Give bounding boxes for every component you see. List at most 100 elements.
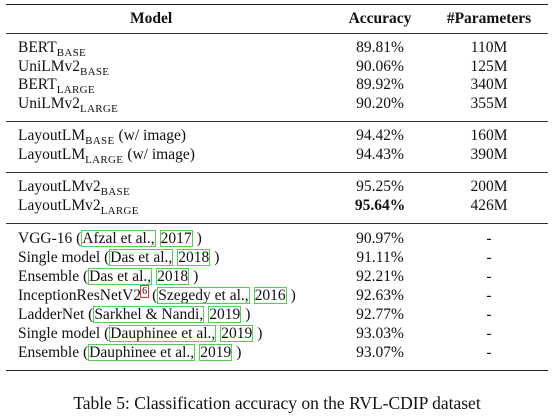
model-cell: UniLMv2BASE xyxy=(18,58,109,78)
accuracy-cell: 89.92% xyxy=(356,76,404,93)
model-cell: Single model (Dauphinee et al., 2019) xyxy=(18,324,262,343)
model-cell: LayoutLMv2LARGE xyxy=(18,197,139,217)
header-cell: #Parameters xyxy=(446,10,532,27)
model-text: BERT xyxy=(18,76,57,93)
accuracy-cell: 95.64% xyxy=(354,196,406,214)
accuracy-cell: 92.63% xyxy=(356,287,404,304)
accuracy-cell: 95.25% xyxy=(356,178,404,195)
model-text: LayoutLM xyxy=(18,145,86,163)
header-row: Model Accuracy #Parameters xyxy=(6,5,548,34)
model-text: (w/ image) xyxy=(118,127,187,144)
model-text: ) xyxy=(236,344,242,361)
model-text: LayoutLMv2 xyxy=(18,178,101,195)
parameters-cell: - xyxy=(486,249,492,266)
model-text: Single model ( xyxy=(18,249,110,266)
model-cell: Ensemble (Das et al., 2018) xyxy=(18,267,198,286)
model-sub: LARGE xyxy=(100,204,139,217)
model-cell: LadderNet (Sarkhel & Nandi, 2019) xyxy=(18,305,250,324)
model-sub: BASE xyxy=(100,186,130,198)
table: Model Accuracy #Parameters BERTBASE 89.81… xyxy=(6,4,548,371)
row-group: BERTBASE 89.81% 110M UniLMv2BASE 90.06% 125M B… xyxy=(6,34,548,122)
model-text: ) xyxy=(257,325,263,342)
accuracy-cell: 91.11% xyxy=(356,249,404,266)
model-text: BERT xyxy=(18,39,57,56)
model-cell: LayoutLMv2BASE xyxy=(18,178,130,198)
parameters-cell: - xyxy=(486,344,492,361)
model-cite: 2019 xyxy=(199,344,233,361)
model-cell: BERTLARGE xyxy=(18,76,95,96)
model-cite: 2018 xyxy=(156,268,190,285)
parameters-cell: 426M xyxy=(470,196,508,214)
model-text: ) xyxy=(193,268,199,285)
model-sub: LARGE xyxy=(85,153,124,166)
parameters-cell: 160M xyxy=(470,127,508,144)
model-cite: Szegedy et al., xyxy=(157,287,250,304)
accuracy-cell: 92.21% xyxy=(356,268,404,285)
model-text: ) xyxy=(290,287,296,304)
model-cell: InceptionResNetV26 (Szegedy et al., 2016) xyxy=(18,285,296,307)
parameters-cell: - xyxy=(486,287,492,304)
model-cell: VGG-16 (Afzal et al., 2017) xyxy=(18,229,202,248)
table-row: LayoutLMLARGE (w/ image) 94.43% 390M xyxy=(6,145,548,166)
table-row: LayoutLMv2LARGE 95.64% 426M xyxy=(6,196,548,217)
table-row: UniLMv2LARGE 90.20% 355M xyxy=(6,94,548,115)
model-text: LadderNet ( xyxy=(18,306,94,323)
model-sub: LARGE xyxy=(56,84,95,96)
table-row: BERTBASE 89.81% 110M xyxy=(6,39,548,59)
model-cell: BERTBASE xyxy=(18,39,86,59)
model-text: (w/ image) xyxy=(127,145,195,163)
table-row: InceptionResNetV26 (Szegedy et al., 2016) 9… xyxy=(6,285,548,307)
parameters-cell: - xyxy=(486,306,492,323)
model-text: UniLMv2 xyxy=(18,57,80,75)
row-group: LayoutLMv2BASE 95.25% 200M LayoutLMv2LARGE 9… xyxy=(6,173,548,224)
table-row: VGG-16 (Afzal et al., 2017) 90.97% - xyxy=(6,229,548,248)
caption: Table 5: Classification accuracy on the … xyxy=(73,393,481,413)
model-text: ) xyxy=(196,230,202,247)
model-cite: Das et al., xyxy=(88,268,153,285)
model-text: Ensemble ( xyxy=(18,268,89,285)
model-cite: 2019 xyxy=(208,306,242,323)
model-cite: Afzal et al., xyxy=(81,230,156,247)
model-text: LayoutLM xyxy=(18,127,86,144)
model-text: LayoutLMv2 xyxy=(18,196,101,214)
model-sub: LARGE xyxy=(80,102,119,115)
table-row: Single model (Das et al., 2018) 91.11% - xyxy=(6,248,548,267)
model-cite: 2018 xyxy=(177,249,211,266)
accuracy-cell: 94.43% xyxy=(356,145,404,163)
model-cell: UniLMv2LARGE xyxy=(18,95,118,115)
model-text: UniLMv2 xyxy=(18,94,80,112)
table-row: Ensemble (Dauphinee et al., 2019) 93.07% - xyxy=(6,343,548,362)
row-group: VGG-16 (Afzal et al., 2017) 90.97% - Single … xyxy=(6,224,548,371)
table-row: LadderNet (Sarkhel & Nandi, 2019) 92.77% - xyxy=(6,305,548,324)
parameters-cell: 390M xyxy=(470,145,508,163)
parameters-cell: 355M xyxy=(470,94,508,112)
parameters-cell: 125M xyxy=(470,57,508,75)
model-cite: 2016 xyxy=(253,287,287,304)
model-cite: Sarkhel & Nandi, xyxy=(93,306,205,323)
model-cell: Ensemble (Dauphinee et al., 2019) xyxy=(18,343,241,362)
table-row: LayoutLMBASE (w/ image) 94.42% 160M xyxy=(6,127,548,147)
parameters-cell: 340M xyxy=(470,76,508,93)
model-cell: Single model (Das et al., 2018) xyxy=(18,248,219,267)
accuracy-cell: 93.03% xyxy=(356,325,404,342)
parameters-cell: - xyxy=(486,230,492,247)
parameters-cell: - xyxy=(486,325,492,342)
accuracy-cell: 89.81% xyxy=(356,39,404,56)
accuracy-cell: 94.42% xyxy=(356,127,404,144)
accuracy-cell: 90.06% xyxy=(356,57,404,75)
table-row: Ensemble (Das et al., 2018) 92.21% - xyxy=(6,267,548,286)
accuracy-cell: 92.77% xyxy=(356,306,404,323)
accuracy-cell: 90.97% xyxy=(356,230,404,247)
table-row: BERTLARGE 89.92% 340M xyxy=(6,76,548,96)
model-cite: Das et al., xyxy=(109,249,174,266)
model-text: Single model ( xyxy=(18,325,110,342)
model-text: Ensemble ( xyxy=(18,344,89,361)
model-cite: 2017 xyxy=(159,230,193,247)
model-text: ) xyxy=(214,249,220,266)
table-row: LayoutLMv2BASE 95.25% 200M xyxy=(6,178,548,198)
model-sub: BASE xyxy=(80,65,110,78)
model-text: ( xyxy=(152,287,158,304)
header-cell: Model xyxy=(130,10,173,27)
model-sub: BASE xyxy=(85,135,115,147)
